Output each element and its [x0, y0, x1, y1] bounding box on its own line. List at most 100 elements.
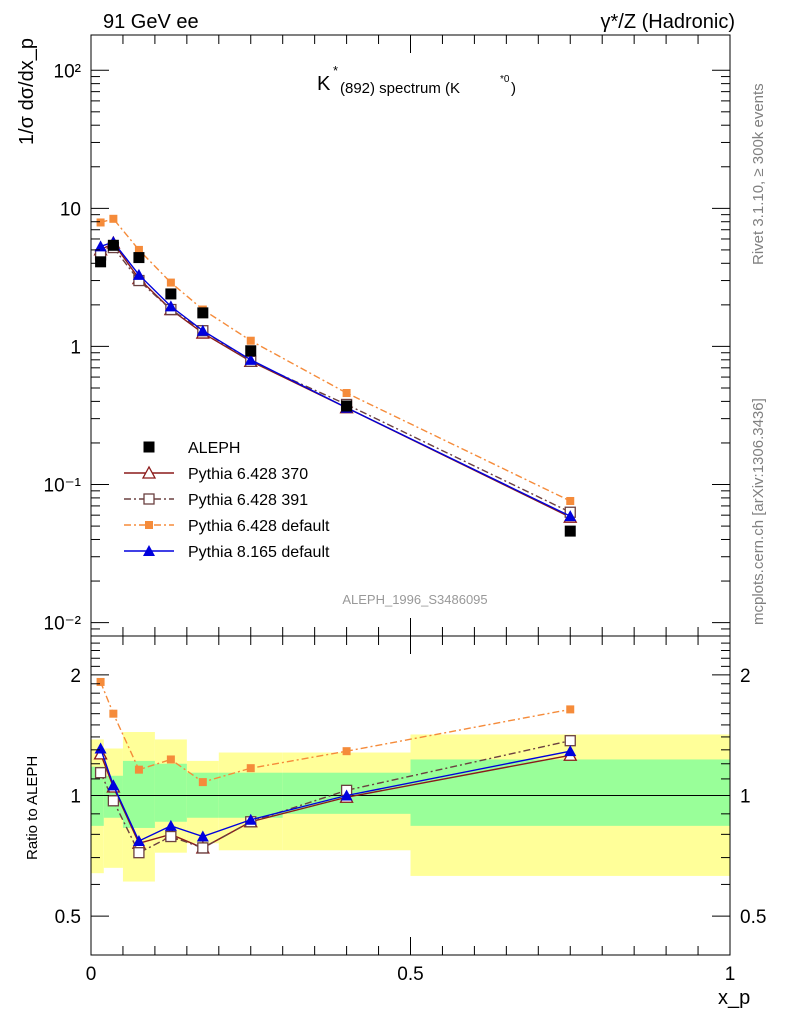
legend-entry-4-label: Pythia 8.165 default	[188, 544, 330, 561]
legend-entry-2-label: Pythia 6.428 391	[188, 492, 308, 509]
plot-title-sub: (892) spectrum (K	[340, 80, 460, 97]
main-series-4-point-1	[107, 239, 119, 251]
analysis-label: ALEPH_1996_S3486095	[342, 592, 487, 607]
ratio-series-3-point-1	[107, 779, 120, 791]
legend-entry-0-label: ALEPH	[188, 440, 240, 457]
ratio-series-1-point-2	[133, 847, 145, 859]
main-series-3-point-7	[564, 510, 577, 522]
main-series-2-point-0	[96, 218, 105, 227]
x-axis-title: x_p	[718, 987, 750, 1009]
ratio-series-2-point-3	[166, 755, 175, 764]
rivet-label: Rivet 3.1.10, ≥ 300k events	[750, 83, 767, 265]
ratio-series-1-line	[99, 740, 571, 854]
main-series-4-point-3	[165, 288, 177, 300]
x-tick-label: 0.5	[397, 964, 423, 985]
main-series-4-point-0	[95, 256, 107, 268]
ratio-series-2-point-7	[566, 705, 575, 714]
x-tick-label: 1	[725, 964, 736, 985]
main-series-2-point-1	[109, 214, 118, 223]
ratio-series-3-point-6	[340, 789, 353, 801]
ratio-series-3-point-4	[196, 830, 209, 842]
main-series-3-point-0	[94, 240, 107, 252]
ratio-series-3-point-3	[164, 819, 177, 831]
legend-entry-1: Pythia 6.428 370	[124, 465, 308, 483]
axis-ticks: 10⁻² 10⁻¹ 1 10 10² 0.5 0.5 1 1 2 2 0 0.5 1	[44, 35, 766, 985]
main-series-2-point-5	[246, 336, 255, 345]
legend-entry-0: ALEPH	[143, 440, 240, 457]
main-series-2-point-6	[342, 389, 351, 398]
ratio-series-1-point-7	[564, 735, 576, 747]
legend-entry-3: Pythia 6.428 default	[124, 518, 330, 535]
ratio-y-tick-label-left: 0.5	[55, 907, 81, 928]
ratio-band-inner-0	[91, 766, 104, 826]
main-series-4	[95, 239, 576, 537]
legend-entry-0-marker	[143, 441, 155, 453]
x-tick-label: 0	[86, 964, 97, 985]
header-left-label: 91 GeV ee	[103, 11, 199, 33]
main-y-axis-title: 1/σ dσ/dx_p	[16, 38, 38, 145]
main-series-3-point-2	[132, 268, 145, 280]
legend-entry-1-marker	[141, 465, 157, 479]
ratio-series-1-point-3	[165, 830, 177, 843]
ratio-series-2-point-4	[198, 778, 207, 787]
header-right-label: γ*/Z (Hadronic)	[601, 11, 735, 33]
ratio-series-3-line	[99, 748, 571, 842]
ratio-series-2-point-0	[96, 677, 105, 686]
ratio-band-inner-7	[410, 759, 730, 826]
ratio-y-tick-label-right: 2	[740, 666, 751, 687]
plot-title: K * (892) spectrum (K *0 )	[317, 63, 516, 97]
main-series-4-point-4	[197, 307, 209, 319]
ratio-y-tick-label-left: 1	[70, 787, 81, 808]
main-series-4-point-7	[564, 525, 576, 537]
legend-entry-3-marker	[145, 521, 153, 529]
legend: ALEPH Pythia 6.428 370 Pythia 6.428 391 Pyt…	[124, 440, 330, 561]
main-series-2-point-3	[166, 278, 175, 287]
ratio-series-1-point-1	[107, 795, 120, 807]
ratio-series-3-point-5	[244, 813, 257, 825]
plot-title-sub-sup: *0	[500, 74, 510, 85]
main-y-tick-label: 10	[60, 199, 81, 220]
main-series-2	[96, 214, 575, 505]
legend-entry-3-label: Pythia 6.428 default	[188, 518, 330, 535]
ratio-series-2-point-5	[246, 764, 255, 773]
legend-entry-2-marker	[143, 493, 155, 505]
main-y-tick-label: 10⁻²	[44, 614, 82, 635]
legend-entry-1-label: Pythia 6.428 370	[188, 466, 308, 483]
main-series-4-point-2	[133, 252, 145, 264]
main-series-2-point-2	[134, 245, 143, 254]
ratio-series-3-point-2	[132, 834, 145, 846]
main-y-tick-label: 1	[70, 337, 81, 358]
plot-title-star: *	[333, 63, 338, 78]
ratio-series-1-point-4	[197, 842, 209, 854]
legend-entry-4-marker	[143, 545, 155, 556]
ratio-series-3-point-7	[564, 745, 577, 757]
ratio-y-axis-title: Ratio to ALEPH	[24, 756, 41, 860]
ratio-series-2-point-2	[134, 765, 143, 774]
ratio-series-2-point-6	[342, 747, 351, 756]
ratio-panel	[91, 677, 730, 882]
main-series-4-point-6	[341, 400, 353, 412]
ratio-series-1-point-0	[94, 767, 107, 779]
ratio-series-3-point-0	[94, 742, 107, 754]
plot-title-main: K	[317, 73, 331, 95]
ratio-y-tick-label-left: 2	[70, 666, 81, 687]
legend-entry-2: Pythia 6.428 391	[124, 492, 308, 509]
main-series-4-point-5	[245, 345, 257, 357]
main-y-tick-label: 10²	[54, 61, 81, 82]
ratio-series-3	[94, 742, 577, 846]
main-panel	[93, 214, 578, 537]
main-series-3-point-5	[244, 353, 257, 365]
ratio-band-inner-3	[154, 763, 187, 822]
ratio-y-tick-label-right: 1	[740, 787, 751, 808]
legend-entry-4: Pythia 8.165 default	[124, 544, 330, 561]
main-series-3-point-4	[196, 324, 209, 336]
main-y-tick-label: 10⁻¹	[44, 476, 82, 497]
mcplots-label: mcplots.cern.ch [arXiv:1306.3436]	[750, 398, 767, 625]
ratio-y-tick-label-right: 0.5	[740, 907, 766, 928]
main-series-2-point-7	[566, 496, 575, 505]
main-series-2-line	[100, 217, 571, 502]
plot-title-close: )	[511, 80, 516, 97]
main-series-3-point-3	[164, 300, 177, 312]
ratio-series-2-point-1	[109, 709, 118, 718]
